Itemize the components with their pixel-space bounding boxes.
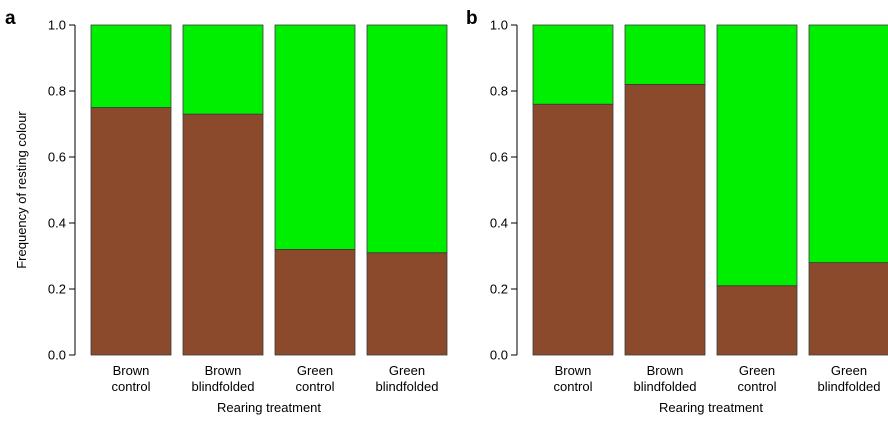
bar-green-segment	[90, 24, 172, 108]
bar-green-segment	[808, 24, 888, 264]
y-tick-label: 0.6	[490, 150, 508, 165]
x-category-label: Brown control	[553, 363, 592, 394]
bar-brown-segment	[366, 252, 448, 356]
y-tick-label: 0.2	[48, 282, 66, 297]
y-tick-label: 0.8	[48, 84, 66, 99]
x-category-label: Brown control	[111, 363, 150, 394]
x-category-label: Green blindfolded	[376, 363, 439, 394]
bar-brown-segment	[716, 285, 798, 356]
y-tick-label: 0.0	[490, 348, 508, 363]
y-tick-label: 0.6	[48, 150, 66, 165]
x-category-label: Green control	[737, 363, 776, 394]
bar-brown-segment	[90, 107, 172, 356]
y-tick-label: 0.4	[490, 216, 508, 231]
x-axis-title: Rearing treatment	[659, 400, 763, 415]
chart-panel-a: a 0.0 0.2 0.4 0.6 0.8 1.0 Brown control Brown blin…	[5, 8, 448, 415]
y-tick-label: 1.0	[490, 18, 508, 33]
y-axis-title: Frequency of resting colour	[14, 111, 29, 269]
bar-brown-segment	[624, 84, 706, 356]
y-tick-label: 0.0	[48, 348, 66, 363]
x-category-label: Green blindfolded	[818, 363, 881, 394]
bar-green-segment	[182, 24, 264, 115]
x-category-label: Green control	[295, 363, 334, 394]
chart-panel-b: b 0.0 0.2 0.4 0.6 0.8 1.0 Brown control Brown blin…	[466, 8, 888, 415]
bar-green-segment	[624, 24, 706, 85]
bar-brown-segment	[532, 103, 614, 356]
panel-label: b	[466, 8, 478, 29]
y-tick-label: 0.8	[490, 84, 508, 99]
y-tick-label: 0.4	[48, 216, 66, 231]
bar-green-segment	[274, 24, 356, 250]
bar-green-segment	[716, 24, 798, 287]
x-category-label: Brown blindfolded	[634, 363, 697, 394]
y-tick-label: 1.0	[48, 18, 66, 33]
x-axis-title: Rearing treatment	[217, 400, 321, 415]
bar-brown-segment	[182, 113, 264, 356]
bar-green-segment	[366, 24, 448, 254]
bar-brown-segment	[808, 262, 888, 356]
bar-brown-segment	[274, 248, 356, 356]
y-tick-label: 0.2	[490, 282, 508, 297]
bar-green-segment	[532, 24, 614, 105]
panel-label: a	[5, 8, 16, 29]
x-category-label: Brown blindfolded	[192, 363, 255, 394]
